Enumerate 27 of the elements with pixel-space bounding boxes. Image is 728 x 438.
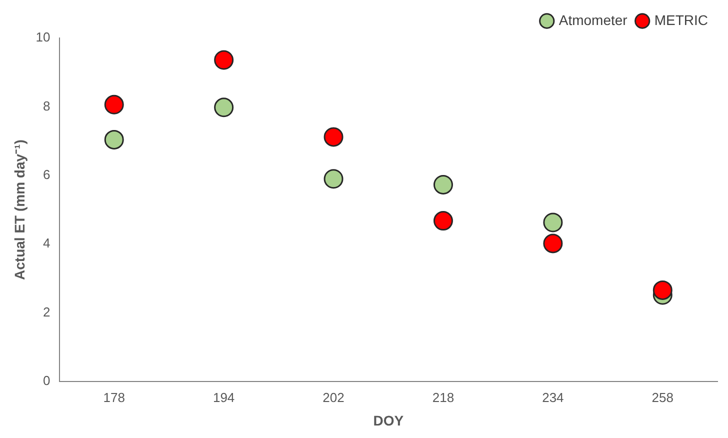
legend-label: Atmometer [558, 12, 628, 28]
point [104, 94, 124, 114]
point [214, 98, 234, 118]
legend-label: METRIC [654, 12, 708, 28]
x-tick-label: 194 [212, 390, 235, 405]
x-tick-label: 234 [542, 390, 564, 405]
y-tick-label: 0 [43, 373, 50, 388]
x-tick-label: 202 [322, 390, 344, 405]
y-tick-label: 8 [43, 98, 50, 114]
point [433, 174, 453, 194]
y-tick-label: 4 [43, 236, 50, 251]
point [324, 127, 344, 147]
y-tick-label: 6 [43, 167, 50, 182]
point [543, 234, 563, 254]
x-axis-title: DOY [373, 412, 404, 428]
point [324, 169, 344, 189]
x-tick-label: 178 [103, 390, 125, 405]
x-tick-label: 218 [432, 390, 454, 405]
point [652, 280, 672, 300]
x-tick-label: 258 [652, 390, 674, 405]
point [433, 211, 453, 231]
point [214, 50, 234, 70]
y-axis-title: Actual ET (mm day⁻¹) [11, 140, 28, 280]
y-tick-label: 2 [43, 304, 50, 320]
y-tick-label: 10 [36, 30, 50, 45]
point [104, 130, 124, 150]
point [543, 212, 563, 232]
